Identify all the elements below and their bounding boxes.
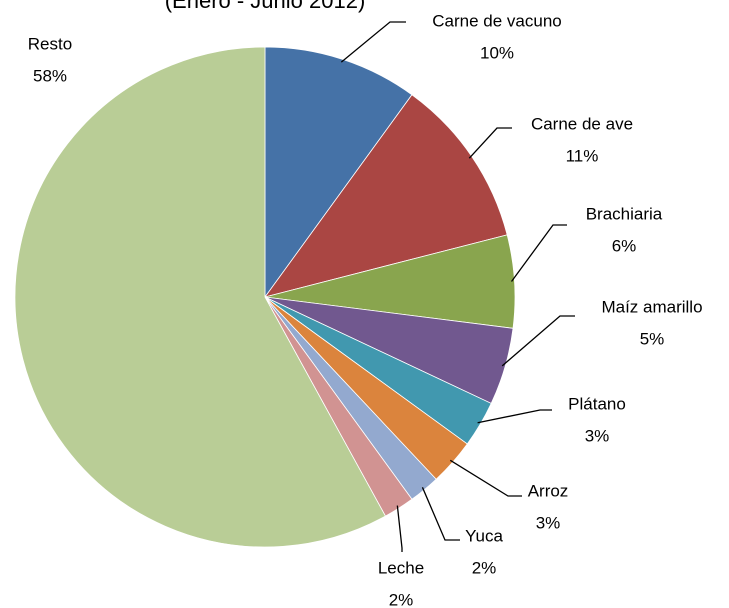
pie-slice — [14, 46, 386, 548]
leader-line — [501, 315, 575, 367]
leader-line — [449, 459, 522, 497]
leader-line — [510, 224, 567, 282]
slice-value-label: 58% — [33, 66, 67, 85]
slice-value-label: 2% — [472, 558, 497, 577]
slice-value-label: 11% — [566, 146, 599, 165]
pie-slice — [264, 46, 413, 299]
leader-line — [421, 487, 460, 541]
slice-value-label: 2% — [389, 590, 414, 608]
slice-label: Brachiaria — [586, 204, 663, 223]
slice-value-label: 6% — [612, 236, 637, 255]
slice-value-label: 5% — [640, 329, 665, 348]
slice-value-label: 10% — [480, 43, 514, 62]
slice-label: Maíz amarillo — [601, 297, 702, 316]
slice-label: Arroz — [528, 481, 569, 500]
chart-subtitle: (Enero - Junio 2012) — [165, 0, 366, 13]
slice-label: Plátano — [568, 394, 626, 413]
leader-line — [396, 505, 403, 552]
slice-value-label: 3% — [536, 513, 561, 532]
slice-label: Carne de ave — [531, 114, 633, 133]
slice-label: Carne de vacuno — [432, 11, 561, 30]
pie-slice — [264, 94, 508, 298]
leader-line — [468, 127, 512, 159]
slice-label: Leche — [378, 558, 424, 577]
slice-label: Yuca — [465, 526, 503, 545]
slice-label: Resto — [28, 34, 72, 53]
leader-line — [477, 409, 552, 424]
leader-line — [340, 21, 406, 63]
slice-value-label: 3% — [585, 426, 610, 445]
